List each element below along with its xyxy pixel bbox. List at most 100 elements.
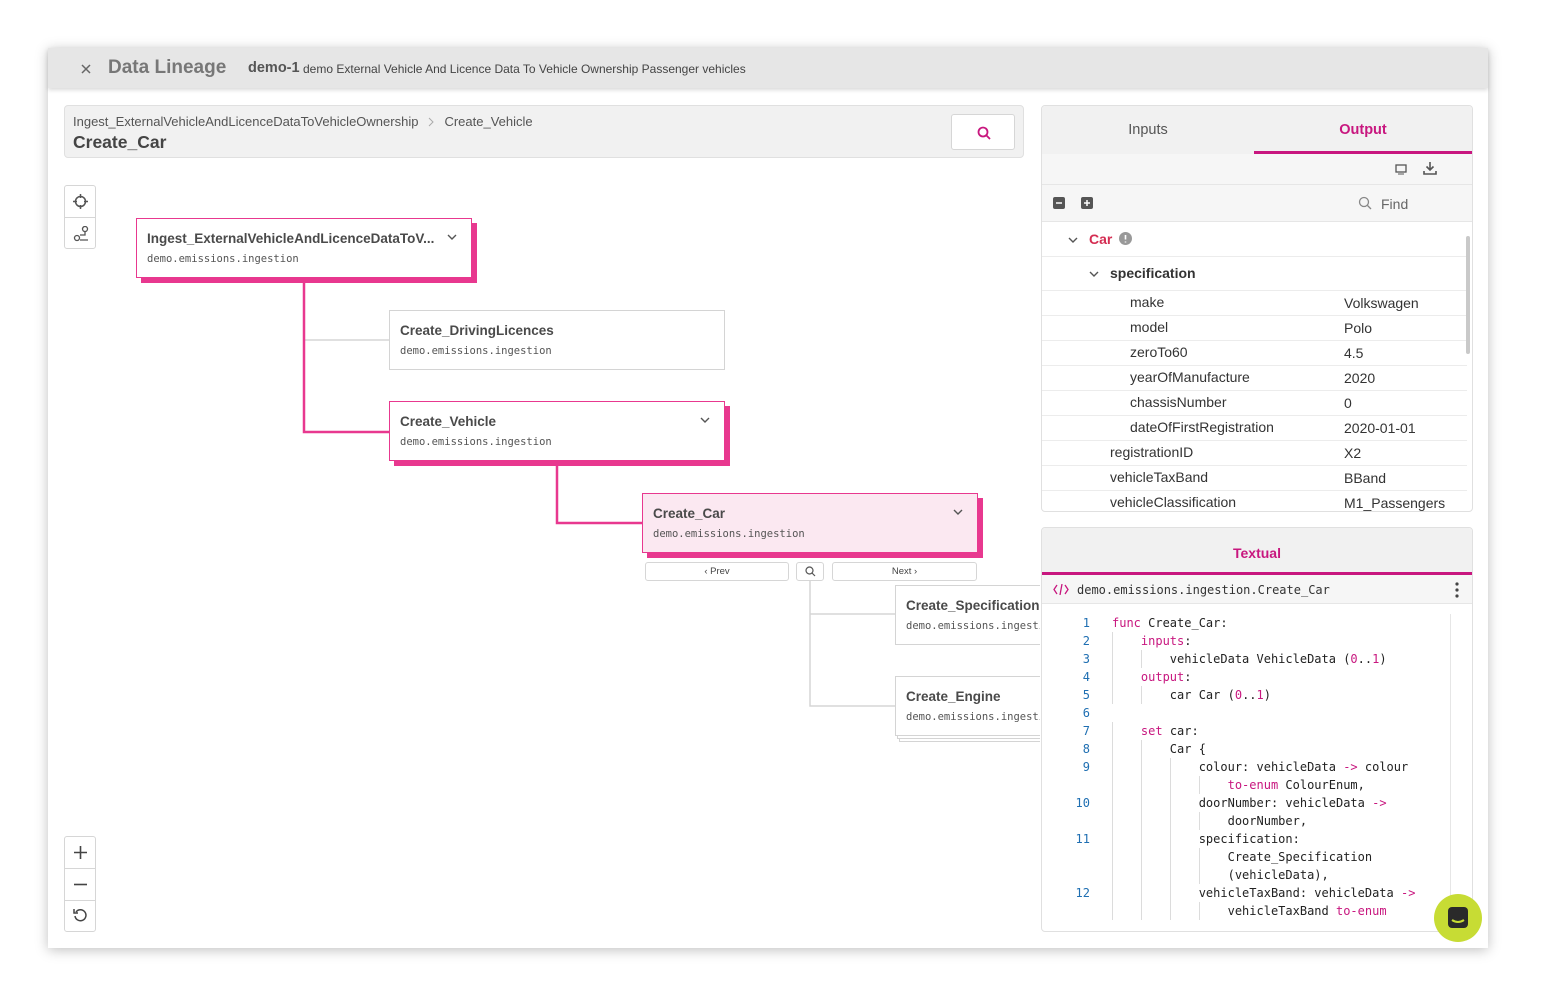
field-value: Volkswagen <box>1344 295 1419 311</box>
textual-path-bar: demo.emissions.ingestion.Create_Car <box>1042 575 1472 604</box>
reset-zoom-button[interactable] <box>73 908 88 923</box>
code-keyword: inputs <box>1140 634 1185 648</box>
chevron[interactable] <box>700 415 710 425</box>
center-button[interactable] <box>73 194 88 209</box>
tab[interactable]: Inputs <box>1128 122 1168 138</box>
search-button[interactable] <box>951 114 1015 150</box>
output-panel: Inputs Output Find Car specification make V… <box>1041 105 1473 512</box>
node-namespace: demo.emissions.ingestion <box>147 253 299 265</box>
indent-guide <box>1141 776 1142 794</box>
close-icon[interactable] <box>81 64 91 74</box>
layout-button[interactable] <box>73 226 89 242</box>
node-label: Create_Car <box>653 506 726 521</box>
prev-button[interactable]: ‹ Prev <box>645 562 789 581</box>
code-view: 1 func Create_Car: 2 inputs: 3 vehicleData … <box>1050 614 1450 921</box>
output-tree: Car specification make Volkswagen model Polo z… <box>1042 222 1472 511</box>
code-token: colour <box>1357 760 1409 774</box>
code-text: vehicleData VehicleData (0..1) <box>1112 650 1387 668</box>
code-token: doorNumber: vehicleData <box>1112 796 1373 810</box>
node-label: Ingest_ExternalVehicleAndLicenceDataToV.… <box>147 231 435 246</box>
tree-field-row: vehicleTaxBand BBand <box>1042 465 1467 491</box>
code-keyword: -> <box>1343 760 1358 774</box>
indent-guide <box>1141 848 1142 866</box>
code-token: car: <box>1162 724 1199 738</box>
code-token: car Car ( <box>1112 688 1235 702</box>
pager-search[interactable] <box>796 562 824 581</box>
indent-guide <box>1199 848 1200 866</box>
indent-guide <box>1141 650 1142 668</box>
tree-field-row: make Volkswagen <box>1042 290 1467 316</box>
zoom-out-button[interactable] <box>73 877 88 892</box>
code-token: (vehicleData), <box>1112 868 1329 882</box>
code-text: inputs: <box>1112 632 1192 650</box>
code-token: : <box>1184 670 1192 684</box>
indent-guide <box>1112 686 1113 704</box>
line-number: 4 <box>1082 670 1090 684</box>
chevron[interactable] <box>953 507 963 517</box>
indent-guide <box>1170 866 1171 884</box>
zoom-toolbar <box>64 836 96 932</box>
line-number: 1 <box>1082 616 1090 630</box>
node-label: Create_DrivingLicences <box>400 323 554 338</box>
zoom-in-button[interactable] <box>73 845 88 860</box>
download-icon[interactable] <box>1423 161 1437 175</box>
indent-guide <box>1170 884 1171 902</box>
code-token: Create_Specification <box>1112 850 1373 864</box>
lineage-node[interactable]: Create_Engine demo.emissions.ingestion <box>895 676 1040 736</box>
indent-guide <box>1112 794 1113 812</box>
tree-root-row[interactable]: Car <box>1042 222 1467 257</box>
indent-guide <box>1112 866 1113 884</box>
chat-button[interactable] <box>1434 894 1482 942</box>
field-value: 2020-01-01 <box>1344 420 1416 436</box>
tab-active[interactable]: Output <box>1339 122 1387 138</box>
node-namespace: demo.emissions.ingestion <box>400 345 552 357</box>
indent-guide <box>1112 668 1113 686</box>
tree-field-row: dateOfFirstRegistration 2020-01-01 <box>1042 415 1467 441</box>
lineage-node[interactable]: Ingest_ExternalVehicleAndLicenceDataToV.… <box>136 218 472 278</box>
code-token: Car { <box>1112 742 1206 756</box>
next-button[interactable]: Next › <box>832 562 977 581</box>
menu-icon[interactable] <box>1455 582 1459 598</box>
lineage-node[interactable]: Create_Car demo.emissions.ingestion <box>642 493 978 553</box>
code-keyword: to-enum <box>1335 904 1387 918</box>
info-icon <box>1119 232 1132 245</box>
output-toolbar <box>1042 154 1472 185</box>
indent-guide <box>1141 812 1142 830</box>
indent-guide <box>1141 830 1142 848</box>
code-text: vehicleTaxBand: vehicleData -> <box>1112 884 1416 902</box>
code-token <box>1112 778 1228 792</box>
node-namespace: demo.emissions.ingestion <box>400 436 552 448</box>
chevron[interactable] <box>1089 269 1099 279</box>
view-icon[interactable] <box>1395 163 1407 175</box>
find-input[interactable]: Find <box>1381 196 1409 212</box>
code-keyword: 0 <box>1234 688 1243 702</box>
code-text: colour: vehicleData -> colour <box>1112 758 1409 776</box>
breadcrumb-item[interactable]: Ingest_ExternalVehicleAndLicenceDataToVe… <box>73 114 419 129</box>
field-value: M1_Passengers <box>1344 495 1446 511</box>
chevron[interactable] <box>1068 235 1078 245</box>
code-line: 9 colour: vehicleData -> colour <box>1050 758 1450 776</box>
code-line: to-enum ColourEnum, <box>1050 776 1450 794</box>
lineage-node[interactable]: Create_Vehicle demo.emissions.ingestion <box>389 401 725 461</box>
indent-guide <box>1199 776 1200 794</box>
field-name: dateOfFirstRegistration <box>1130 419 1274 435</box>
indent-guide <box>1112 884 1113 902</box>
tree-group-row[interactable]: specification <box>1042 256 1467 291</box>
code-keyword: -> <box>1372 796 1387 810</box>
header-bar: Data Lineage demo-1 demo External Vehicl… <box>48 48 1488 88</box>
expand-all[interactable] <box>1081 197 1093 209</box>
breadcrumb-item[interactable]: Create_Vehicle <box>444 114 533 129</box>
breadcrumb-separator <box>429 117 435 126</box>
lineage-node[interactable]: Create_Specification demo.emissions.inges… <box>895 585 1040 645</box>
textual-title[interactable]: Textual <box>1233 545 1281 561</box>
graph-toolbar <box>64 185 96 249</box>
collapse-all[interactable] <box>1053 197 1065 209</box>
code-line: 11 specification: <box>1050 830 1450 848</box>
tree-root-label: Car <box>1089 231 1113 247</box>
chevron[interactable] <box>447 232 457 242</box>
indent-guide <box>1112 830 1113 848</box>
lineage-node[interactable]: Create_DrivingLicences demo.emissions.ing… <box>389 310 725 370</box>
code-line: vehicleTaxBand to-enum <box>1050 902 1450 920</box>
indent-guide <box>1112 776 1113 794</box>
code-line: 1 func Create_Car: <box>1050 614 1450 632</box>
